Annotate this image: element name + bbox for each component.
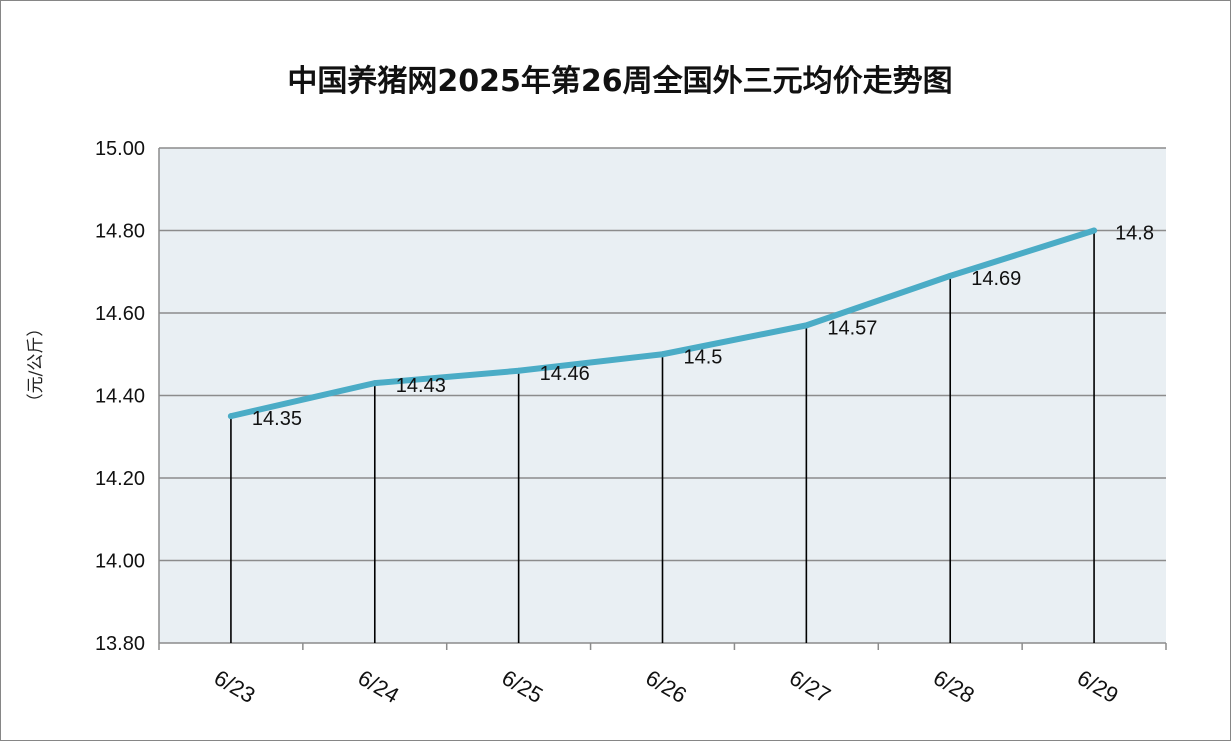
data-point	[371, 380, 378, 387]
data-point	[515, 367, 522, 374]
data-point	[803, 322, 810, 329]
data-label: 14.57	[827, 317, 877, 339]
series-layer	[227, 227, 1098, 420]
data-label: 14.69	[971, 268, 1021, 290]
data-label: 14.8	[1115, 223, 1154, 245]
x-tick-label: 6/28	[929, 665, 979, 708]
data-label: 14.35	[252, 408, 302, 430]
data-point	[659, 351, 666, 358]
y-tick-label: 13.80	[95, 633, 145, 655]
data-point	[1091, 227, 1098, 234]
y-tick-label: 14.20	[95, 468, 145, 490]
y-tick-label: 14.80	[95, 221, 145, 243]
x-tick-label: 6/26	[641, 665, 691, 708]
x-tick-label: 6/24	[354, 665, 404, 708]
data-point	[227, 413, 234, 420]
x-tick-label: 6/25	[498, 665, 548, 708]
x-tick-label: 6/23	[210, 665, 260, 708]
x-tick-label: 6/29	[1073, 665, 1123, 708]
y-tick-label: 14.40	[95, 386, 145, 408]
y-tick-layer: 13.80 14.00 14.20 14.40 14.60 14.80 15.00	[95, 138, 145, 655]
data-label: 14.5	[684, 346, 723, 368]
data-label: 14.43	[396, 375, 446, 397]
data-point	[947, 272, 954, 279]
y-tick-label: 14.00	[95, 551, 145, 573]
chart-title: 中国养猪网2025年第26周全国外三元均价走势图	[287, 64, 952, 99]
y-tick-label: 15.00	[95, 138, 145, 160]
drop-line-layer	[230, 230, 1095, 643]
x-tick-layer: 6/23 6/24 6/25 6/26 6/27 6/28 6/29	[158, 643, 1167, 708]
y-axis-label: （元/公斤）	[26, 320, 46, 411]
x-tick-label: 6/27	[785, 665, 835, 708]
data-label: 14.46	[540, 363, 590, 385]
data-label-layer: 14.35 14.43 14.46 14.5 14.57 14.69 14.8	[252, 223, 1154, 431]
y-tick-label: 14.60	[95, 303, 145, 325]
